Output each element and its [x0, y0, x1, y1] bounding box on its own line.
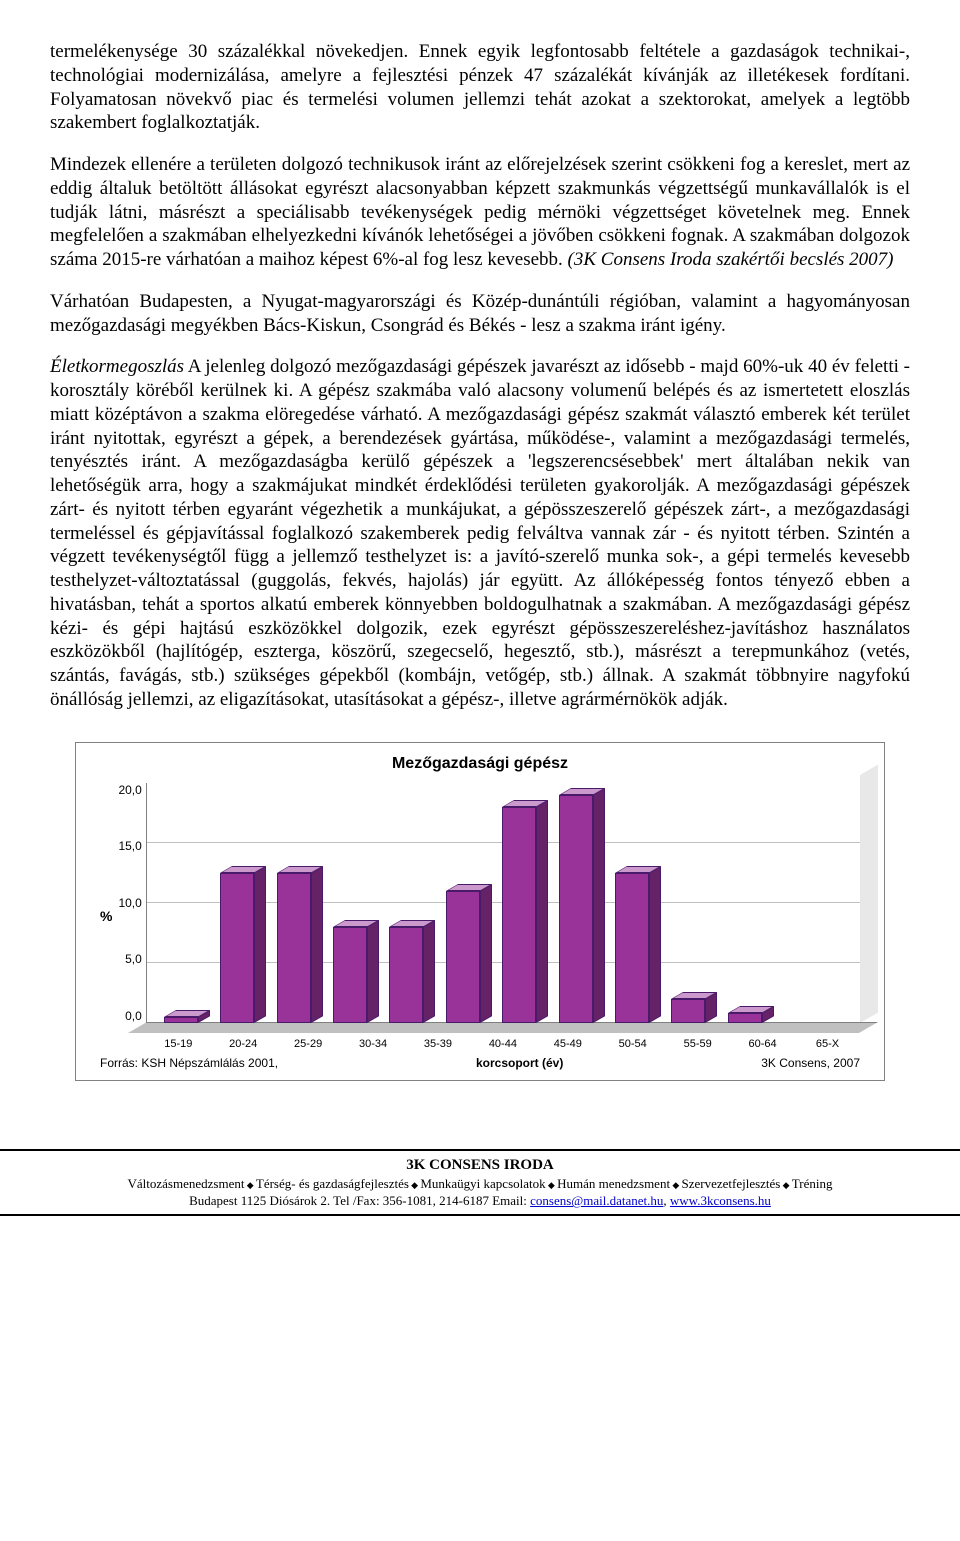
- chart-x-tick: 15-19: [146, 1038, 211, 1050]
- paragraph-4-body: A jelenleg dolgozó mezőgazdasági gépésze…: [50, 356, 910, 710]
- footer-services: VáltozásmenedzsmentTérség- és gazdaságfe…: [0, 1175, 960, 1193]
- chart-source-right: 3K Consens, 2007: [761, 1056, 860, 1070]
- chart-x-axis-label: korcsoport (év): [476, 1056, 563, 1070]
- chart-3d-floor: [128, 1022, 878, 1033]
- chart-bar: [728, 1013, 762, 1023]
- chart-3d-back-wall: [860, 764, 878, 1022]
- paragraph-1: termelékenysége 30 százalékkal növekedje…: [50, 40, 910, 135]
- chart-x-tick: 65-X: [795, 1038, 860, 1050]
- page-footer: 3K CONSENS IRODA VáltozásmenedzsmentTérs…: [0, 1149, 960, 1216]
- paragraph-4: Életkormegoszlás A jelenleg dolgozó mező…: [50, 355, 910, 711]
- chart-title: Mezőgazdasági gépész: [100, 755, 860, 773]
- chart-source-left: Forrás: KSH Népszámlálás 2001,: [100, 1056, 278, 1070]
- document-page: termelékenysége 30 százalékkal növekedje…: [0, 0, 960, 1121]
- footer-service-item: Humán menedzsment: [546, 1176, 670, 1191]
- footer-contact: Budapest 1125 Diósárok 2. Tel /Fax: 356-…: [0, 1192, 960, 1210]
- footer-service-item: Térség- és gazdaságfejlesztés: [244, 1176, 408, 1191]
- footer-service-item: Munkaügyi kapcsolatok: [409, 1176, 546, 1191]
- footer-service-item: Szervezetfejlesztés: [670, 1176, 780, 1191]
- chart-bar: [277, 873, 311, 1023]
- chart-bar: [559, 795, 593, 1023]
- footer-service-item: Tréning: [780, 1176, 832, 1191]
- chart-bar: [164, 1017, 198, 1023]
- chart-x-tick: 50-54: [600, 1038, 665, 1050]
- chart-x-tick: 60-64: [730, 1038, 795, 1050]
- paragraph-4-lead: Életkormegoszlás: [50, 356, 184, 377]
- chart-bar: [446, 891, 480, 1023]
- chart-bar: [220, 873, 254, 1023]
- chart-y-ticks: 20,0 15,0 10,0 5,0 0,0: [118, 783, 145, 1023]
- chart-x-tick: 40-44: [470, 1038, 535, 1050]
- footer-service-item: Változásmenedzsment: [128, 1176, 245, 1191]
- chart-x-tick: 25-29: [276, 1038, 341, 1050]
- chart-y-tick: 15,0: [118, 839, 141, 853]
- chart-x-tick: 45-49: [535, 1038, 600, 1050]
- footer-email-link[interactable]: consens@mail.datanet.hu: [530, 1193, 663, 1208]
- paragraph-3: Várhatóan Budapesten, a Nyugat-magyarors…: [50, 290, 910, 338]
- chart-x-tick: 55-59: [665, 1038, 730, 1050]
- chart-x-tick: 35-39: [406, 1038, 471, 1050]
- chart-y-tick: 0,0: [118, 1009, 141, 1023]
- chart-y-tick: 5,0: [118, 952, 141, 966]
- chart-bar: [502, 807, 536, 1023]
- chart-y-tick: 10,0: [118, 896, 141, 910]
- paragraph-2-citation: (3K Consens Iroda szakértői becslés 2007…: [568, 249, 894, 270]
- paragraph-2: Mindezek ellenére a területen dolgozó te…: [50, 153, 910, 272]
- chart-x-tick: 20-24: [211, 1038, 276, 1050]
- chart-plot-area: [146, 783, 860, 1024]
- chart-bar: [615, 873, 649, 1023]
- chart-y-tick: 20,0: [118, 783, 141, 797]
- chart-x-tick: 30-34: [341, 1038, 406, 1050]
- footer-web-link[interactable]: www.3kconsens.hu: [670, 1193, 771, 1208]
- age-distribution-chart: Mezőgazdasági gépész % 20,0 15,0 10,0 5,0 0,…: [75, 742, 885, 1081]
- chart-bar: [389, 927, 423, 1023]
- chart-bar: [671, 999, 705, 1023]
- footer-contact-prefix: Budapest 1125 Diósárok 2. Tel /Fax: 356-…: [189, 1193, 530, 1208]
- chart-bar: [333, 927, 367, 1023]
- chart-y-axis-label: %: [100, 908, 112, 924]
- footer-title: 3K CONSENS IRODA: [0, 1155, 960, 1175]
